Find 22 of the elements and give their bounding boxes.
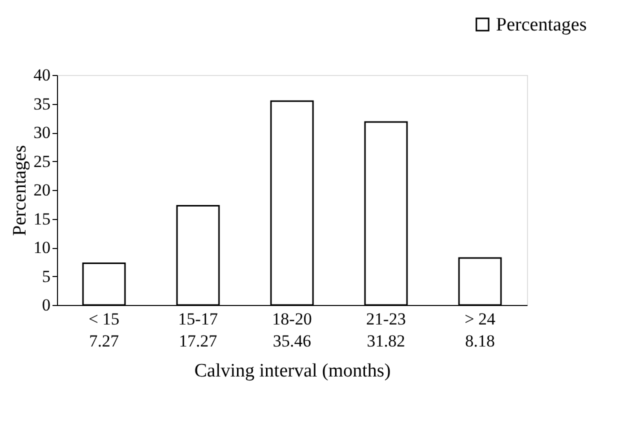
data-label: 31.82 bbox=[366, 332, 406, 350]
y-tick-label: 30 bbox=[34, 123, 50, 142]
y-tick-label: 25 bbox=[34, 152, 50, 171]
y-tick-label: 5 bbox=[42, 266, 50, 286]
y-tick-label: 35 bbox=[34, 94, 50, 114]
y-tick-label: 15 bbox=[34, 209, 50, 228]
x-tick-label: 15-17 bbox=[178, 310, 218, 328]
data-label: 35.46 bbox=[272, 332, 312, 350]
x-tick-label: 18-20 bbox=[272, 310, 312, 328]
x-tick-label: < 15 bbox=[88, 310, 120, 328]
y-tick-label: 40 bbox=[34, 66, 50, 84]
x-tick-label: > 24 bbox=[464, 310, 496, 328]
y-tick-label: 20 bbox=[34, 180, 50, 200]
data-label: 7.27 bbox=[89, 332, 120, 350]
y-tick-label: 0 bbox=[42, 296, 50, 314]
legend-label: Percentages bbox=[496, 14, 587, 36]
x-tick-label: 21-23 bbox=[366, 310, 406, 328]
y-axis-title: Percentages bbox=[10, 145, 30, 236]
x-axis-title: Calving interval (months) bbox=[194, 360, 391, 382]
y-tick-label: 10 bbox=[34, 238, 50, 257]
data-label: 8.18 bbox=[465, 332, 495, 350]
data-label: 17.27 bbox=[178, 332, 218, 350]
